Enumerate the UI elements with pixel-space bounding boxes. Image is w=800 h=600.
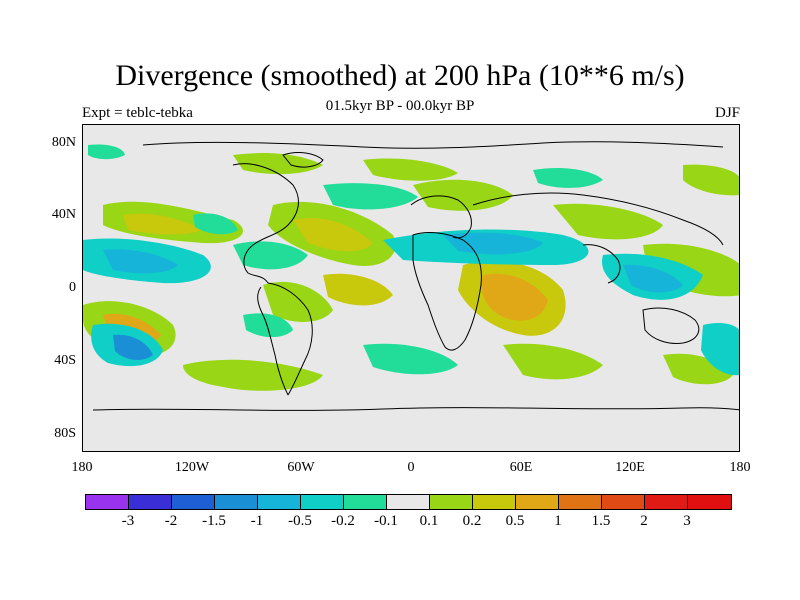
lon-label-0: 0 <box>407 460 415 475</box>
divergence-negative-regions <box>83 144 739 376</box>
colorbar-label: 1 <box>554 513 562 529</box>
colorbar-cell <box>344 495 387 509</box>
colorbar <box>85 494 732 510</box>
colorbar-label: -2 <box>164 513 178 529</box>
map-field-svg <box>83 125 739 451</box>
colorbar-cell <box>645 495 688 509</box>
colorbar-cell <box>215 495 258 509</box>
colorbar-cell <box>688 495 731 509</box>
coastlines <box>92 141 739 411</box>
lon-label-120e: 120E <box>615 460 645 475</box>
lat-label-equator: 0 <box>69 280 76 295</box>
colorbar-label: 2 <box>640 513 648 529</box>
colorbar-cell <box>602 495 645 509</box>
lon-label-120w: 120W <box>174 460 210 475</box>
colorbar-label: 0.2 <box>462 513 482 529</box>
time-range-subtitle: 01.5kyr BP - 00.0kyr BP <box>325 98 475 114</box>
lon-label-180-west: 180 <box>71 460 93 475</box>
season-label: DJF <box>714 105 740 121</box>
colorbar-label: 0.5 <box>505 513 525 529</box>
colorbar-cell <box>516 495 559 509</box>
colorbar-label: 0.1 <box>419 513 439 529</box>
colorbar-cell <box>258 495 301 509</box>
colorbar-cell <box>559 495 602 509</box>
colorbar-cell <box>473 495 516 509</box>
divergence-positive-regions <box>83 153 739 391</box>
colorbar-label: -3 <box>121 513 135 529</box>
colorbar-label: -1.5 <box>202 513 226 529</box>
lon-label-60w: 60W <box>287 460 315 475</box>
colorbar-cell <box>172 495 215 509</box>
lon-label-60e: 60E <box>509 460 533 475</box>
lon-label-180-east: 180 <box>729 460 751 475</box>
lat-label-80s: 80S <box>54 426 76 441</box>
colorbar-cell <box>430 495 473 509</box>
colorbar-label: -1 <box>250 513 264 529</box>
experiment-label: Expt = teblc-tebka <box>82 105 193 121</box>
colorbar-label: -0.5 <box>288 513 312 529</box>
colorbar-label: 1.5 <box>591 513 611 529</box>
map-title: Divergence (smoothed) at 200 hPa (10**6 … <box>115 59 685 92</box>
colorbar-label: -0.1 <box>374 513 398 529</box>
colorbar-cell <box>387 495 430 509</box>
divergence-map <box>82 124 740 452</box>
lat-label-40s: 40S <box>54 353 76 368</box>
colorbar-label: -0.2 <box>331 513 355 529</box>
colorbar-label: 3 <box>683 513 691 529</box>
lat-label-40n: 40N <box>51 207 76 222</box>
colorbar-cell <box>301 495 344 509</box>
lat-label-80n: 80N <box>51 135 76 150</box>
colorbar-cell <box>86 495 129 509</box>
colorbar-cell <box>129 495 172 509</box>
